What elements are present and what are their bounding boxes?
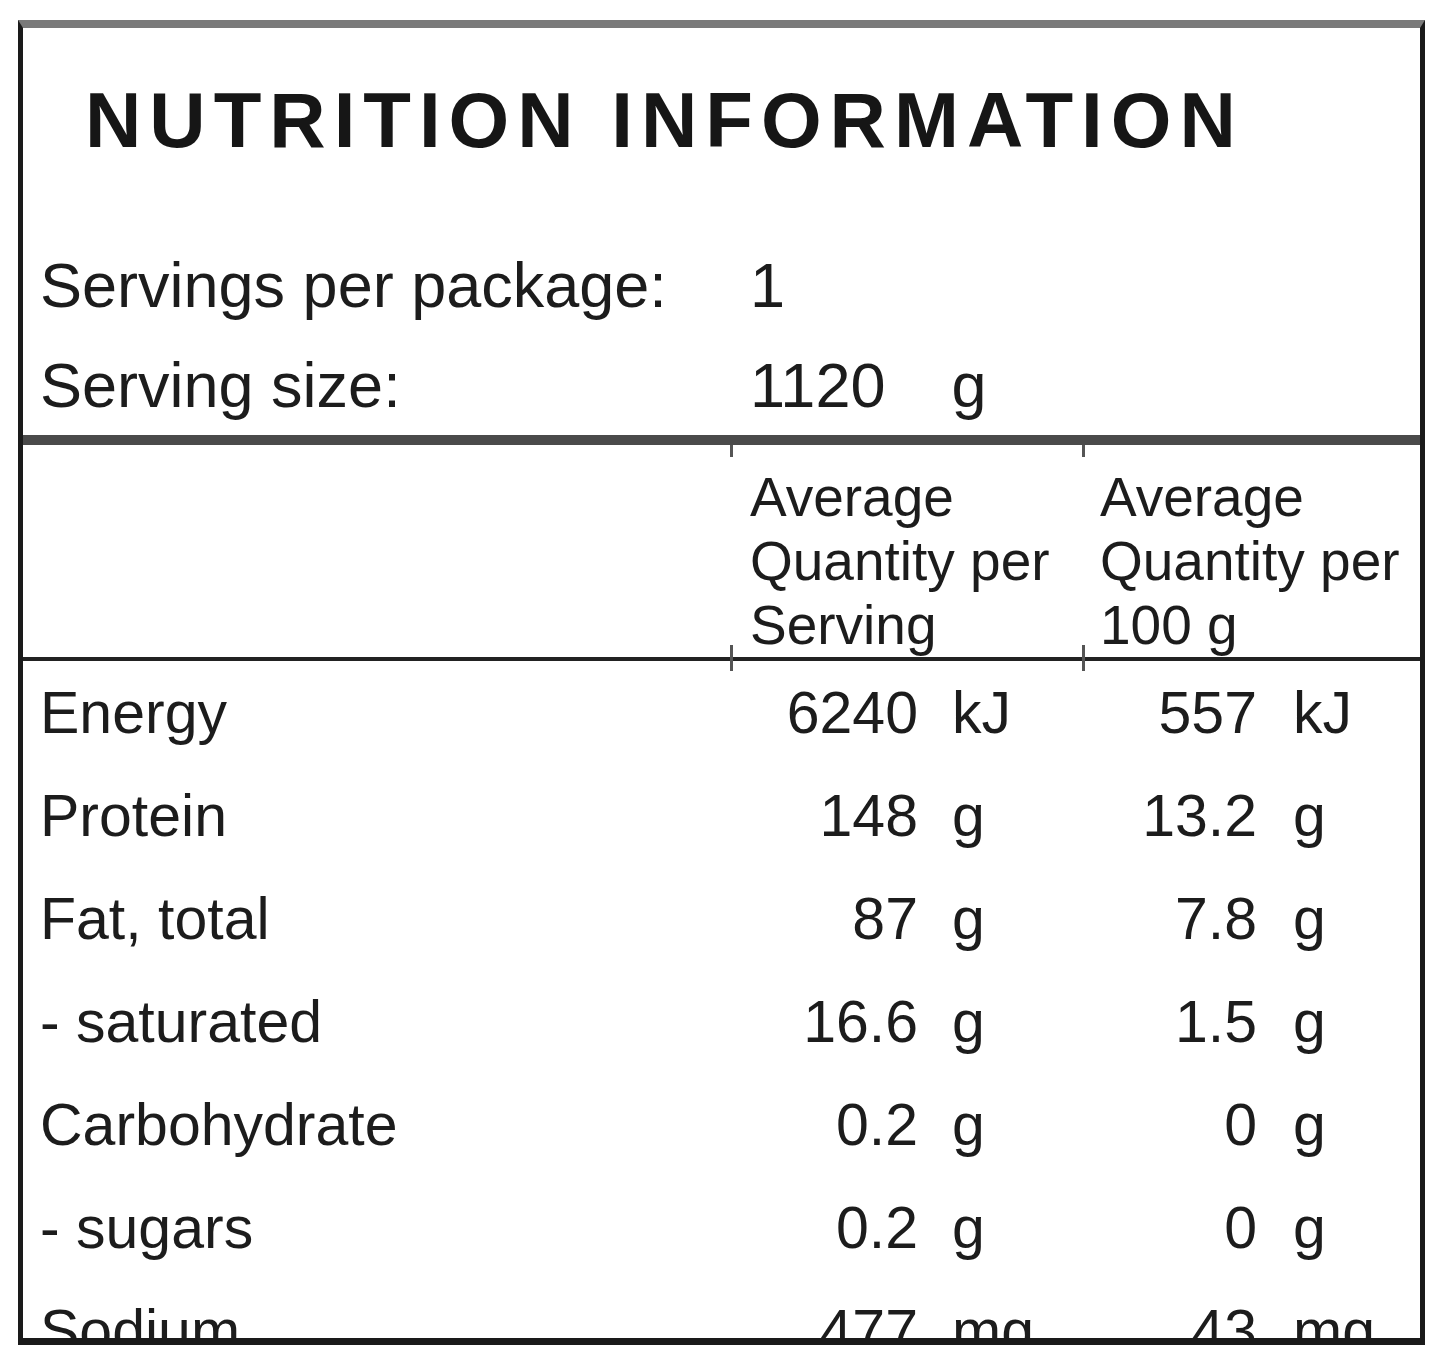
nutrition-label-panel: NUTRITION INFORMATION Servings per packa… [18, 20, 1425, 1345]
per-100g-unit: g [1257, 1091, 1420, 1159]
per-100g-value: 13.2 [1082, 782, 1257, 850]
nutrient-name: - saturated [40, 988, 730, 1056]
serving-size-row: Serving size: 1120 g [23, 335, 1420, 435]
per-serving-value: 6240 [730, 679, 918, 747]
nutrient-table: Energy 6240 kJ 557 kJ Protein 148 g 13.2… [23, 661, 1420, 1345]
header-divider-rule [23, 657, 1420, 661]
per-100g-unit: g [1257, 782, 1420, 850]
per-serving-unit: g [918, 1194, 1082, 1262]
per-serving-value: 148 [730, 782, 918, 850]
per-100g-unit: mg [1257, 1297, 1420, 1346]
servings-per-package-label: Servings per package: [23, 249, 750, 321]
per-100g-unit: g [1257, 988, 1420, 1056]
per-100g-unit: g [1257, 1194, 1420, 1262]
per-100g-value: 0 [1082, 1091, 1257, 1159]
nutrient-name: Energy [40, 679, 730, 747]
per-100g-unit: kJ [1257, 679, 1420, 747]
column-header-row: Average Quantity per Serving Average Qua… [23, 445, 1420, 657]
per-100g-value: 7.8 [1082, 885, 1257, 953]
per-serving-value: 477 [730, 1297, 918, 1346]
column-divider-stub [730, 645, 733, 671]
thick-divider-rule [23, 435, 1420, 445]
per-serving-unit: g [918, 1091, 1082, 1159]
per-serving-unit: g [918, 988, 1082, 1056]
per-serving-column-header: Average Quantity per Serving [750, 465, 1095, 657]
table-row-sodium: Sodium 477 mg 43 mg [23, 1279, 1420, 1345]
table-row-protein: Protein 148 g 13.2 g [23, 764, 1420, 867]
per-serving-unit: kJ [918, 679, 1082, 747]
per-serving-value: 16.6 [730, 988, 918, 1056]
nutrient-name: Fat, total [40, 885, 730, 953]
nutrition-information-title: NUTRITION INFORMATION [85, 75, 1420, 166]
table-row-sugars: - sugars 0.2 g 0 g [23, 1176, 1420, 1279]
table-row-energy: Energy 6240 kJ 557 kJ [23, 661, 1420, 764]
serving-size-value: 1120 [750, 349, 885, 421]
servings-per-package-value: 1 [750, 249, 785, 321]
per-100g-value: 557 [1082, 679, 1257, 747]
per-serving-value: 0.2 [730, 1194, 918, 1262]
nutrient-name: Carbohydrate [40, 1091, 730, 1159]
servings-per-package-row: Servings per package: 1 [23, 235, 1420, 335]
serving-size-unit: g [951, 349, 986, 421]
per-serving-value: 0.2 [730, 1091, 918, 1159]
table-row-fat-total: Fat, total 87 g 7.8 g [23, 867, 1420, 970]
per-100g-value: 0 [1082, 1194, 1257, 1262]
nutrient-name: - sugars [40, 1194, 730, 1262]
table-row-carbohydrate: Carbohydrate 0.2 g 0 g [23, 1073, 1420, 1176]
column-divider-stub [1082, 645, 1085, 671]
title-block: NUTRITION INFORMATION [23, 28, 1420, 235]
per-100g-value: 43 [1082, 1297, 1257, 1346]
per-100g-value: 1.5 [1082, 988, 1257, 1056]
per-serving-value: 87 [730, 885, 918, 953]
per-100g-column-header: Average Quantity per 100 g [1100, 465, 1425, 657]
serving-size-label: Serving size: [23, 349, 750, 421]
per-serving-unit: mg [918, 1297, 1082, 1346]
per-100g-unit: g [1257, 885, 1420, 953]
per-serving-unit: g [918, 782, 1082, 850]
per-serving-unit: g [918, 885, 1082, 953]
table-row-saturated: - saturated 16.6 g 1.5 g [23, 970, 1420, 1073]
nutrient-name: Sodium [40, 1297, 730, 1346]
nutrient-name: Protein [40, 782, 730, 850]
